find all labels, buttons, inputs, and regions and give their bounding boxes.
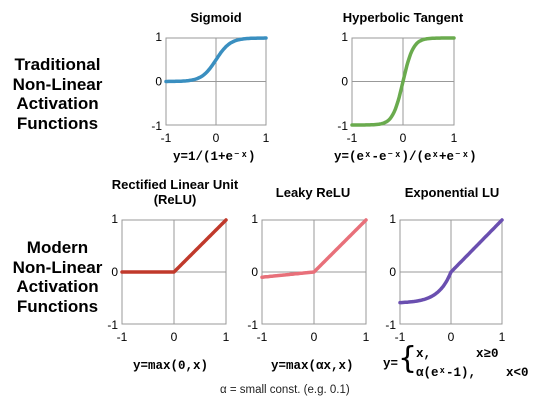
sigmoid-plot: 1 0 -1-1 0 1 [151,30,269,145]
x-tick-label: 0 [311,330,318,344]
x-tick-label: -1 [347,131,358,145]
section-label-line: Activation [16,94,99,113]
sigmoid-formula: y=1/(1+e⁻ˣ) [173,150,256,164]
x-tick-label: -1 [161,131,172,145]
alpha-footnote: α = small const. (e.g. 0.1) [220,384,350,396]
y-tick-label: 0 [251,265,258,279]
tanh-plot: 1 0 -1-1 0 1 [337,30,457,145]
y-tick-label: 1 [341,30,348,44]
y-tick-label: 0 [341,75,348,89]
x-tick-label: 0 [448,330,455,344]
relu-curve [120,218,228,274]
y-tick-label: 1 [251,212,258,226]
leaky-relu-title: Leaky ReLU [258,185,368,200]
y-tick-label: 1 [155,30,162,44]
section-label-line: Non-Linear [12,257,103,277]
elu-formula-case1-expr: x, [416,347,432,361]
leaky-relu-formula: y=max(αx,x) [271,359,354,373]
x-tick-label: 1 [499,330,506,344]
y-tick-label: 1 [111,212,118,226]
tanh-curve [350,36,456,127]
elu-formula-case1-cond: x≥0 [476,347,499,361]
section-label-line: Functions [16,113,99,133]
tanh-formula: y=(eˣ-e⁻ˣ)/(eˣ+e⁻ˣ) [334,150,477,164]
leaky-relu-title-line: Leaky ReLU [275,185,351,200]
section-label-line: Functions [16,296,99,316]
relu-title: Rectified Linear Unit (ReLU) [95,177,255,207]
x-tick-label: 1 [363,330,370,344]
tanh-title-line: Hyperbolic Tangent [342,10,464,25]
y-tick-label: -1 [151,119,162,133]
x-tick-label: 0 [400,131,407,145]
elu-formula-case2-expr: α(eˣ-1), [416,366,477,380]
y-tick-label: 0 [155,75,162,89]
sigmoid-title-line: Sigmoid [190,10,242,25]
section-label-modern: Modern Non-Linear Activation Functions [0,238,115,316]
relu-plot: 1 0 -1-1 0 1 [107,212,229,344]
tanh-title: Hyperbolic Tangent [318,10,488,25]
y-tick-label: -1 [247,318,258,332]
x-tick-label: -1 [117,330,128,344]
section-label-traditional: Traditional Non-Linear Activation Functi… [0,55,115,133]
x-tick-label: 1 [263,131,270,145]
elu-curve [398,218,504,305]
section-label-line: Non-Linear [12,74,103,94]
relu-formula: y=max(0,x) [133,359,209,373]
elu-formula-case2-cond: x<0 [506,366,529,380]
leaky-relu-curve [260,218,368,279]
elu-formula-brace: { [398,341,418,376]
leaky-relu-plot: 1 0 -1-1 0 1 [247,212,369,344]
x-tick-label: -1 [257,330,268,344]
sigmoid-title: Sigmoid [166,10,266,25]
x-tick-label: 1 [223,330,230,344]
section-label-line: Activation [16,277,99,296]
y-tick-label: 0 [111,265,118,279]
section-label-line: Modern [26,238,89,257]
y-tick-label: -1 [385,318,396,332]
relu-title-line: (ReLU) [153,192,197,207]
y-tick-label: 1 [389,212,396,226]
y-tick-label: 0 [389,265,396,279]
x-tick-label: 1 [451,131,458,145]
y-tick-label: -1 [337,119,348,133]
elu-formula-prefix: y= [383,357,399,371]
x-tick-label: -1 [395,330,406,344]
y-tick-label: -1 [107,318,118,332]
elu-title-line: Exponential LU [404,185,500,200]
x-tick-label: 0 [213,131,220,145]
elu-plot: 1 0 -1-1 0 1 [385,212,505,344]
section-label-line: Traditional [14,55,101,74]
relu-title-line: Rectified Linear Unit [111,177,239,192]
elu-title: Exponential LU [392,185,512,200]
sigmoid-curve [164,36,268,84]
x-tick-label: 0 [171,330,178,344]
